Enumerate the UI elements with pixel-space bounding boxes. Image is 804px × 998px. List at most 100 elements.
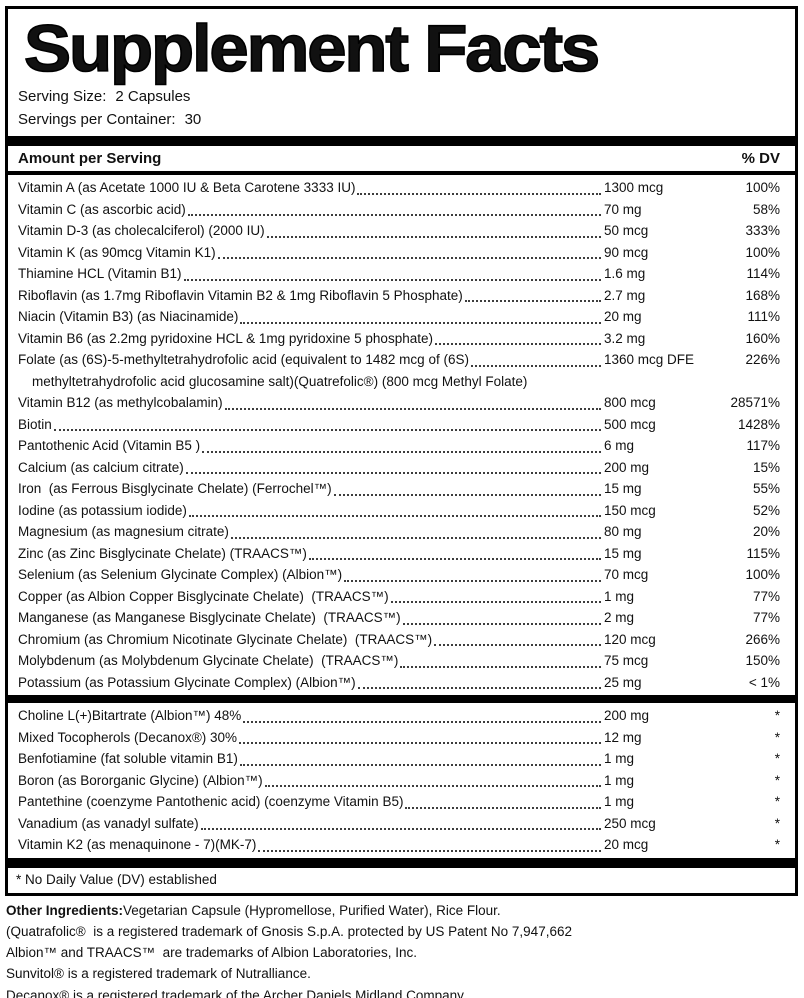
nutrient-name: Vanadium (as vanadyl sulfate) [18,815,199,831]
nutrient-name: Selenium (as Selenium Glycinate Complex)… [18,567,343,582]
nutrient-dv: 114% [746,266,780,281]
nutrient-name: Chromium (as Chromium Nicotinate Glycina… [18,631,433,647]
footer-line: Decanox® is a registered trademark of th… [6,985,804,998]
footer-line: Other Ingredients:Vegetarian Capsule (Hy… [6,900,804,921]
dotted-leader [357,687,601,689]
nutrient-amount: 70 mcg [604,567,649,582]
nutrient-name: Copper (as Albion Copper Bisglycinate Ch… [18,588,389,604]
nutrient-name: Folate (as (6S)-5-methyltetrahydrofolic … [18,352,469,367]
dotted-leader [405,806,601,809]
dotted-leader [464,300,601,302]
serving-size-value: 2 Capsules [115,88,191,105]
nutrient-amount: 2 mg [604,610,635,625]
nutrient-dv: 1428% [737,416,780,432]
nutrient-name: Vitamin B6 (as 2.2mg pyridoxine HCL & 1m… [18,330,433,346]
nutrient-amount: 1 mg [604,794,635,809]
serving-size-label: Serving Size: [18,88,107,105]
nutrient-row: Choline L(+)Bitartrate (Albion™) 48% 200… [8,705,795,727]
nutrient-amount: 1 mg [604,751,635,766]
supplement-facts-panel: Supplement Facts Serving Size: 2 Capsules… [5,6,798,896]
nutrient-amount: 20 mcg [604,837,649,852]
dotted-leader [239,763,601,766]
nutrient-amount: 75 mcg [604,653,649,668]
nutrient-amount: 12 mg [604,729,642,745]
nutrient-dv: 226% [745,352,780,367]
nutrient-dv: 52% [752,502,780,518]
nutrient-amount: 250 mcg [604,815,656,831]
nutrient-dv: * [774,708,780,723]
nutrient-name: Pantothenic Acid (Vitamin B5 ) [18,438,201,453]
nutrient-dv: 111% [747,309,780,324]
nutrient-amount: 15 mg [604,545,642,561]
nutrient-row: Magnesium (as magnesium citrate) 80 mg 2… [8,521,795,543]
nutrient-rows-secondary: Choline L(+)Bitartrate (Albion™) 48% 200… [8,703,795,858]
dotted-leader [53,429,601,431]
nutrient-row: Benfotiamine (fat soluble vitamin B1) 1 … [8,748,795,770]
nutrient-row: Vitamin A (as Acetate 1000 IU & Beta Car… [8,177,795,199]
nutrient-name: Choline L(+)Bitartrate (Albion™) 48% [18,708,242,723]
nutrient-amount: 80 mg [604,524,642,539]
nutrient-dv: 168% [745,287,780,303]
dotted-leader [217,257,601,259]
nutrient-row: Iron (as Ferrous Bisglycinate Chelate) (… [8,478,795,500]
footer-line-text: Decanox® is a registered trademark of th… [6,987,467,998]
nutrient-row: Vitamin K (as 90mcg Vitamin K1) 90 mcg 1… [8,242,795,264]
table-header-row: Amount per Serving % DV [8,146,795,171]
dotted-leader [264,785,601,787]
nutrient-row: Manganese (as Manganese Bisglycinate Che… [8,607,795,629]
nutrient-name: Pantethine (coenzyme Pantothenic acid) (… [18,794,404,809]
nutrient-dv: 55% [752,481,780,496]
servings-per-container-value: 30 [184,111,202,128]
dotted-leader [470,364,601,367]
nutrient-amount: 200 mg [604,459,650,475]
nutrient-dv: * [774,837,780,852]
nutrient-dv: * [774,751,780,766]
nutrient-name: Potassium (as Potassium Glycinate Comple… [18,674,356,690]
nutrient-name: Molybdenum (as Molybdenum Glycinate Chel… [18,653,399,668]
dotted-leader [308,558,601,560]
nutrient-name: Mixed Tocopherols (Decanox®) 30% [18,729,238,745]
nutrient-name: Magnesium (as magnesium citrate) [18,524,229,539]
label-footer: Other Ingredients:Vegetarian Capsule (Hy… [6,900,804,998]
nutrient-amount: 25 mg [604,674,642,690]
dotted-leader [434,644,601,646]
nutrient-name: Vitamin K2 (as menaquinone - 7)(MK-7) [18,837,257,852]
dotted-leader [183,278,601,281]
nutrient-row: Pantothenic Acid (Vitamin B5 ) 6 mg 117% [8,435,795,457]
dotted-leader [258,849,601,852]
nutrient-row: Boron (as Bororganic Glycine) (Albion™) … [8,770,795,792]
percent-dv-header: % DV [741,150,780,167]
nutrient-name: Vitamin K (as 90mcg Vitamin K1) [18,244,216,260]
nutrient-row: Mixed Tocopherols (Decanox®) 30% 12 mg * [8,727,795,749]
nutrient-name: Riboflavin (as 1.7mg Riboflavin Vitamin … [18,287,463,303]
nutrient-amount: 15 mg [604,481,642,496]
nutrient-amount: 1 mg [604,772,635,788]
nutrient-row: Niacin (Vitamin B3) (as Niacinamide) 20 … [8,306,795,328]
nutrient-name: Biotin [18,416,52,432]
dotted-leader [400,665,601,668]
nutrient-dv: < 1% [748,674,780,690]
nutrient-dv: * [774,815,780,831]
nutrient-amount: 1300 mcg [604,180,664,195]
divider-under-header [8,171,795,175]
dotted-leader [402,622,601,625]
nutrient-name: Zinc (as Zinc Bisglycinate Chelate) (TRA… [18,545,307,561]
divider-above-footnote [8,857,795,868]
dotted-leader [243,720,601,723]
nutrient-row: Iodine (as potassium iodide) 150 mcg 52% [8,500,795,522]
panel-title: Supplement Facts [23,11,601,85]
dotted-leader [266,235,601,238]
nutrient-dv: 266% [745,631,780,647]
dotted-leader [434,343,601,345]
dotted-leader [390,601,601,603]
nutrient-dv: 77% [752,588,780,604]
nutrient-row: Chromium (as Chromium Nicotinate Glycina… [8,629,795,651]
nutrient-name: Iodine (as potassium iodide) [18,502,187,518]
nutrient-row: Biotin 500 mcg 1428% [8,414,795,436]
no-daily-value-footnote: * No Daily Value (DV) established [16,871,217,887]
nutrient-name: Vitamin C (as ascorbic acid) [18,201,186,217]
nutrient-dv: 15% [752,459,780,475]
divider-between-sections [8,695,795,703]
dotted-leader [200,828,601,830]
dotted-leader [230,536,601,539]
